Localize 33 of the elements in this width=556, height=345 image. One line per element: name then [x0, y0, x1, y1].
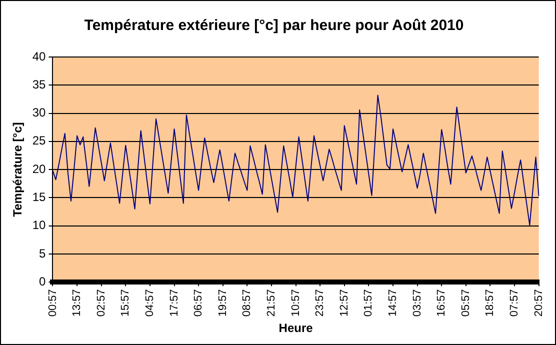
x-tick-label: 19:57 — [216, 289, 229, 317]
y-tick-label: 40 — [32, 49, 46, 64]
x-tick-label: 05:57 — [460, 289, 472, 317]
x-tick-label: 17:57 — [168, 289, 180, 317]
x-tick-label: 03:57 — [411, 289, 424, 317]
y-tick-label: 10 — [32, 218, 46, 232]
x-tick-label: 10:57 — [290, 289, 302, 317]
y-axis-title: Température [°c] — [10, 122, 25, 217]
x-tick-label: 00:57 — [46, 289, 59, 317]
x-tick-label: 07:57 — [508, 289, 521, 317]
x-tick-label: 12:57 — [338, 289, 350, 317]
y-tick-label: 0 — [39, 274, 46, 288]
y-tick-label: 15 — [32, 190, 46, 204]
x-tick-label: 21:57 — [266, 289, 278, 317]
x-tick-label: 15:57 — [120, 289, 132, 317]
x-tick-label: 08:57 — [241, 289, 254, 317]
x-tick-label: 23:57 — [314, 289, 326, 317]
y-tick-label: 5 — [39, 246, 46, 260]
x-axis-title: Heure — [278, 321, 314, 336]
y-tick-label: 25 — [32, 134, 46, 148]
x-tick-label: 04:57 — [144, 289, 156, 317]
x-tick-label: 01:57 — [362, 289, 375, 317]
x-tick-label: 16:57 — [436, 289, 448, 317]
x-tick-label: 14:57 — [387, 289, 400, 317]
x-tick-label: 13:57 — [71, 289, 84, 317]
x-tick-label: 18:57 — [484, 289, 496, 317]
y-tick-label: 20 — [32, 162, 46, 176]
y-tick-label: 30 — [32, 106, 46, 120]
chart-title: Température extérieure [°c] par heure pour Août 2010 — [84, 17, 464, 34]
y-tick-label: 35 — [32, 77, 46, 92]
x-tick-label: 06:57 — [192, 289, 205, 317]
x-tick-label: 02:57 — [95, 289, 108, 317]
x-tick-label: 20:57 — [532, 289, 545, 317]
